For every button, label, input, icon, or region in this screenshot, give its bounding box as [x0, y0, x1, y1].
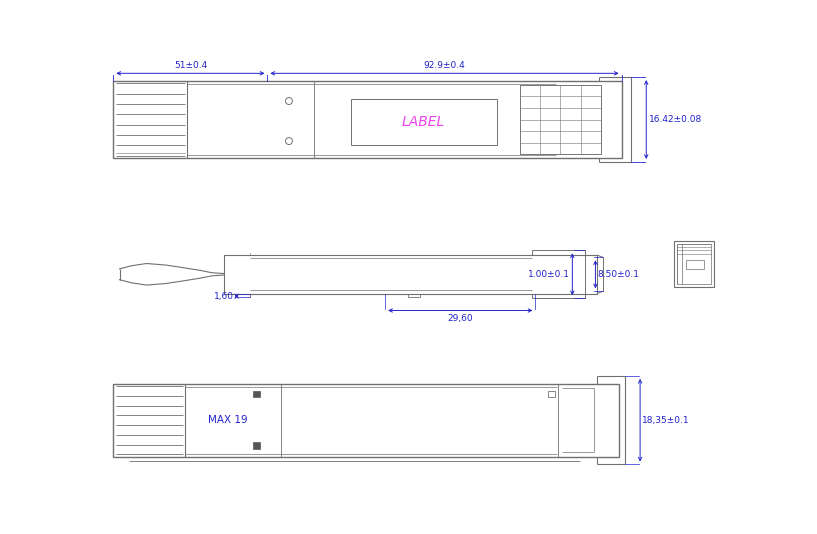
Text: 18,35±0.1: 18,35±0.1: [642, 415, 690, 425]
Bar: [114, 383, 618, 457]
Bar: [547, 390, 555, 397]
Text: 1,60: 1,60: [214, 292, 234, 301]
Text: MAX 19: MAX 19: [208, 415, 248, 425]
Text: 29,60: 29,60: [448, 313, 473, 323]
Bar: [224, 255, 597, 294]
Text: 1.00±0.1: 1.00±0.1: [528, 270, 570, 279]
Text: 8.50±0.1: 8.50±0.1: [598, 270, 640, 279]
Bar: [350, 99, 497, 145]
Bar: [252, 442, 260, 449]
Text: 16.42±0.08: 16.42±0.08: [649, 115, 702, 124]
Text: 92.9±0.4: 92.9±0.4: [424, 61, 466, 70]
Text: 51±0.4: 51±0.4: [174, 61, 207, 70]
Bar: [685, 260, 704, 269]
Bar: [677, 244, 711, 284]
Bar: [252, 390, 260, 397]
Bar: [674, 241, 714, 287]
Bar: [520, 85, 600, 154]
Text: LABEL: LABEL: [402, 115, 445, 129]
Bar: [114, 81, 622, 158]
